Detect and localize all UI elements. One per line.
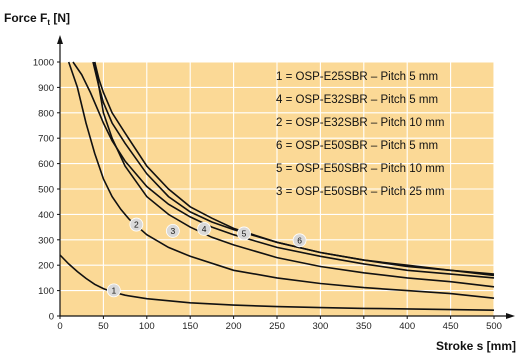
series-line-6 xyxy=(93,61,495,277)
series-marker-label-6: 6 xyxy=(297,235,302,245)
x-tick-label: 50 xyxy=(98,321,109,332)
grid-lines xyxy=(60,61,495,316)
y-tick-label: 1000 xyxy=(33,58,54,69)
x-tick-label: 200 xyxy=(226,321,242,332)
legend-entry: 1 = OSP-E25SBR – Pitch 5 mm xyxy=(276,71,438,83)
y-tick-label: 400 xyxy=(38,210,54,221)
y-axis-title: Force Ft [N] xyxy=(4,11,70,27)
x-tick-label: 350 xyxy=(356,321,372,332)
legend-entry: 3 = OSP-E50SBR – Pitch 25 mm xyxy=(276,186,444,198)
curves xyxy=(59,61,495,311)
x-tick-label: 150 xyxy=(182,321,198,332)
y-tick-label: 800 xyxy=(38,108,54,119)
x-tick-label: 250 xyxy=(269,321,285,332)
y-tick-label: 600 xyxy=(38,159,54,170)
series-line-1 xyxy=(59,254,495,311)
legend: 1 = OSP-E25SBR – Pitch 5 mm 4 = OSP-E32SB… xyxy=(276,71,444,198)
series-marker-5 xyxy=(237,226,251,241)
legend-entry: 2 = OSP-E32SBR – Pitch 10 mm xyxy=(276,117,444,129)
x-tick-label: 0 xyxy=(57,321,62,332)
series-marker-label-4: 4 xyxy=(202,224,207,234)
y-axis-arrow xyxy=(57,35,63,44)
y-tick-label: 900 xyxy=(38,83,54,94)
y-tick-label: 200 xyxy=(38,261,54,272)
curve-markers: 1 2 3 4 5 6 xyxy=(106,217,307,298)
x-tick-label: 500 xyxy=(486,321,502,332)
series-marker-label-2: 2 xyxy=(134,220,139,230)
legend-entry: 6 = OSP-E50SBR – Pitch 5 mm xyxy=(276,140,438,152)
legend-entry: 5 = OSP-E50SBR – Pitch 10 mm xyxy=(276,163,444,175)
x-tick-label: 100 xyxy=(139,321,155,332)
axes xyxy=(57,35,515,319)
series-marker-4 xyxy=(197,221,211,236)
series-marker-3 xyxy=(165,224,180,238)
x-tick-label: 400 xyxy=(399,321,415,332)
series-marker-label-1: 1 xyxy=(111,285,116,295)
y-tick-label: 500 xyxy=(38,185,54,196)
series-line-4 xyxy=(72,61,495,279)
y-tick-label: 700 xyxy=(38,134,54,145)
x-tick-label: 450 xyxy=(443,321,459,332)
x-tick-label: 300 xyxy=(312,321,328,332)
tick-labels: 0 50 100 150 200 250 300 350 400 450 500 0 100 200 300… xyxy=(33,58,502,333)
series-marker-6 xyxy=(292,233,307,248)
series-marker-label-3: 3 xyxy=(170,226,175,236)
x-axis-arrow xyxy=(506,313,515,319)
legend-entry: 4 = OSP-E32SBR – Pitch 5 mm xyxy=(276,94,438,106)
y-tick-label: 100 xyxy=(38,286,54,297)
series-marker-2 xyxy=(129,217,144,232)
series-line-2 xyxy=(67,61,495,299)
series-marker-label-5: 5 xyxy=(242,228,247,238)
y-tick-label: 300 xyxy=(38,235,54,246)
y-tick-label: 0 xyxy=(49,312,54,323)
x-axis-title: Stroke s [mm] xyxy=(436,339,516,353)
series-marker-1 xyxy=(106,283,121,298)
